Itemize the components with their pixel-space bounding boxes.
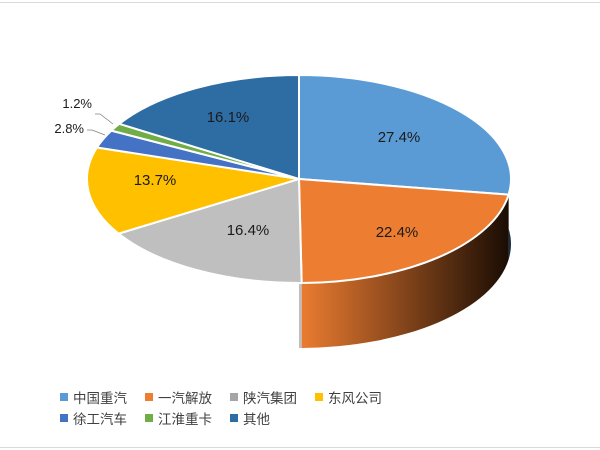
svg-text:1.2%: 1.2%	[62, 96, 92, 111]
svg-text:22.4%: 22.4%	[376, 224, 419, 241]
svg-text:27.4%: 27.4%	[378, 129, 421, 146]
svg-text:16.4%: 16.4%	[227, 222, 270, 239]
svg-text:13.7%: 13.7%	[134, 172, 177, 189]
svg-text:16.1%: 16.1%	[207, 109, 250, 126]
svg-text:2.8%: 2.8%	[54, 121, 84, 136]
